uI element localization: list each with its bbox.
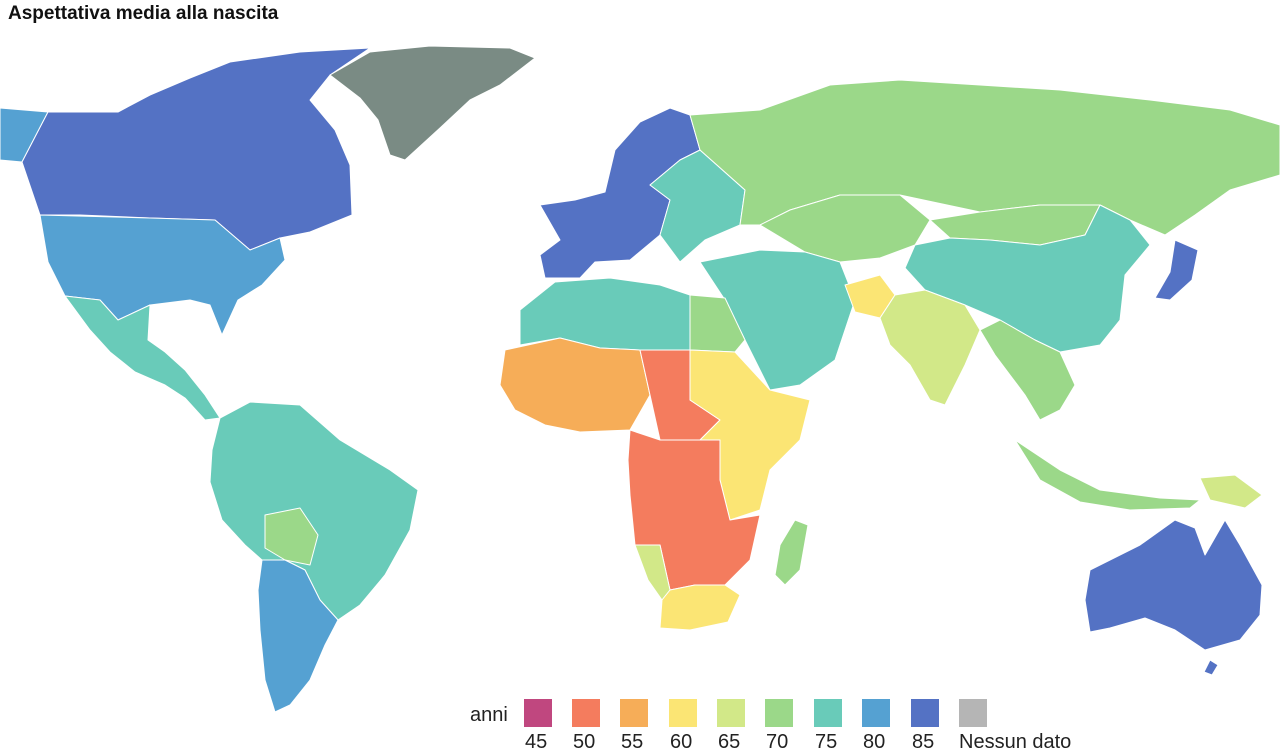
region-greenland [329,45,536,161]
region-southern-africa [659,584,741,631]
region-canada [21,47,371,251]
region-egypt [689,294,746,353]
region-indonesia [1014,439,1201,511]
region-madagascar [774,519,809,586]
region-mexico-central-america [64,295,221,421]
region-new-zealand [1203,659,1219,676]
region-north-africa [519,277,691,351]
region-india [879,289,981,406]
region-europe-east [649,149,746,263]
region-japan [1154,239,1199,301]
region-australia [1084,519,1263,651]
region-png [1199,474,1263,509]
region-southeast-asia [979,319,1076,421]
region-argentina-chile [257,559,339,713]
region-central-africa [627,429,761,591]
map-title: Aspettativa media alla nascita [8,3,279,24]
region-sahel-west [499,337,651,433]
region-bolivia [264,507,319,566]
